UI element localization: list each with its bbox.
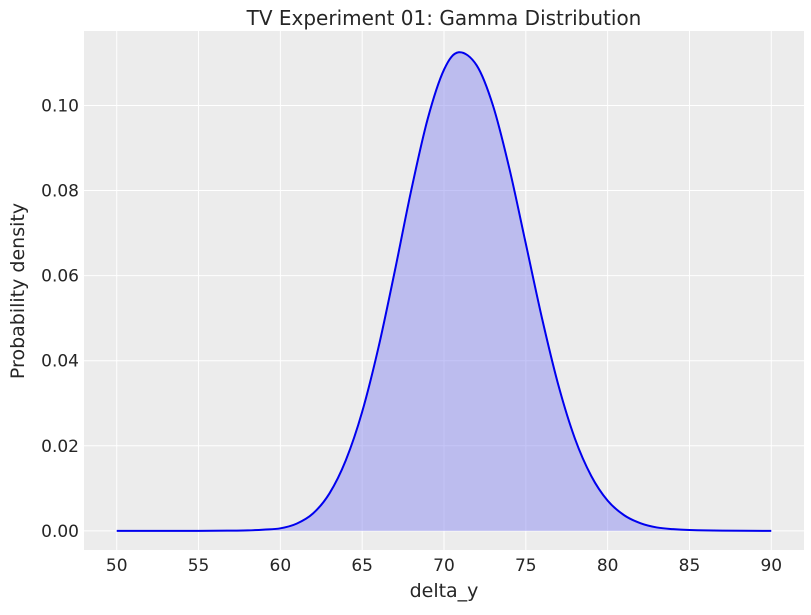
x-tick-label: 80 [597, 556, 619, 576]
area-fill-layer [116, 52, 772, 531]
y-tick-label: 0.04 [41, 352, 79, 372]
y-axis-title: Probability density [7, 203, 29, 379]
y-tick-label: 0.08 [41, 182, 79, 202]
x-tick-label: 50 [106, 556, 128, 576]
x-tick-label: 60 [270, 556, 292, 576]
chart-title: TV Experiment 01: Gamma Distribution [246, 6, 642, 30]
x-tick-label: 70 [433, 556, 455, 576]
x-tick-label: 85 [679, 556, 701, 576]
x-tick-label: 75 [515, 556, 537, 576]
x-tick-label: 55 [188, 556, 210, 576]
x-tick-labels: 50 55 60 65 70 75 80 85 90 [106, 556, 782, 576]
y-tick-label: 0.00 [41, 522, 79, 542]
x-axis-title: delta_y [410, 580, 479, 602]
x-tick-label: 65 [351, 556, 373, 576]
y-tick-label: 0.06 [41, 267, 79, 287]
x-tick-label: 90 [760, 556, 782, 576]
y-tick-label: 0.10 [41, 96, 79, 116]
density-line [116, 51, 772, 532]
density-area-fill [116, 52, 772, 531]
series-line-layer [116, 51, 772, 532]
y-tick-label: 0.02 [41, 437, 79, 457]
y-tick-labels: 0.00 0.02 0.04 0.06 0.08 0.10 [41, 96, 79, 541]
